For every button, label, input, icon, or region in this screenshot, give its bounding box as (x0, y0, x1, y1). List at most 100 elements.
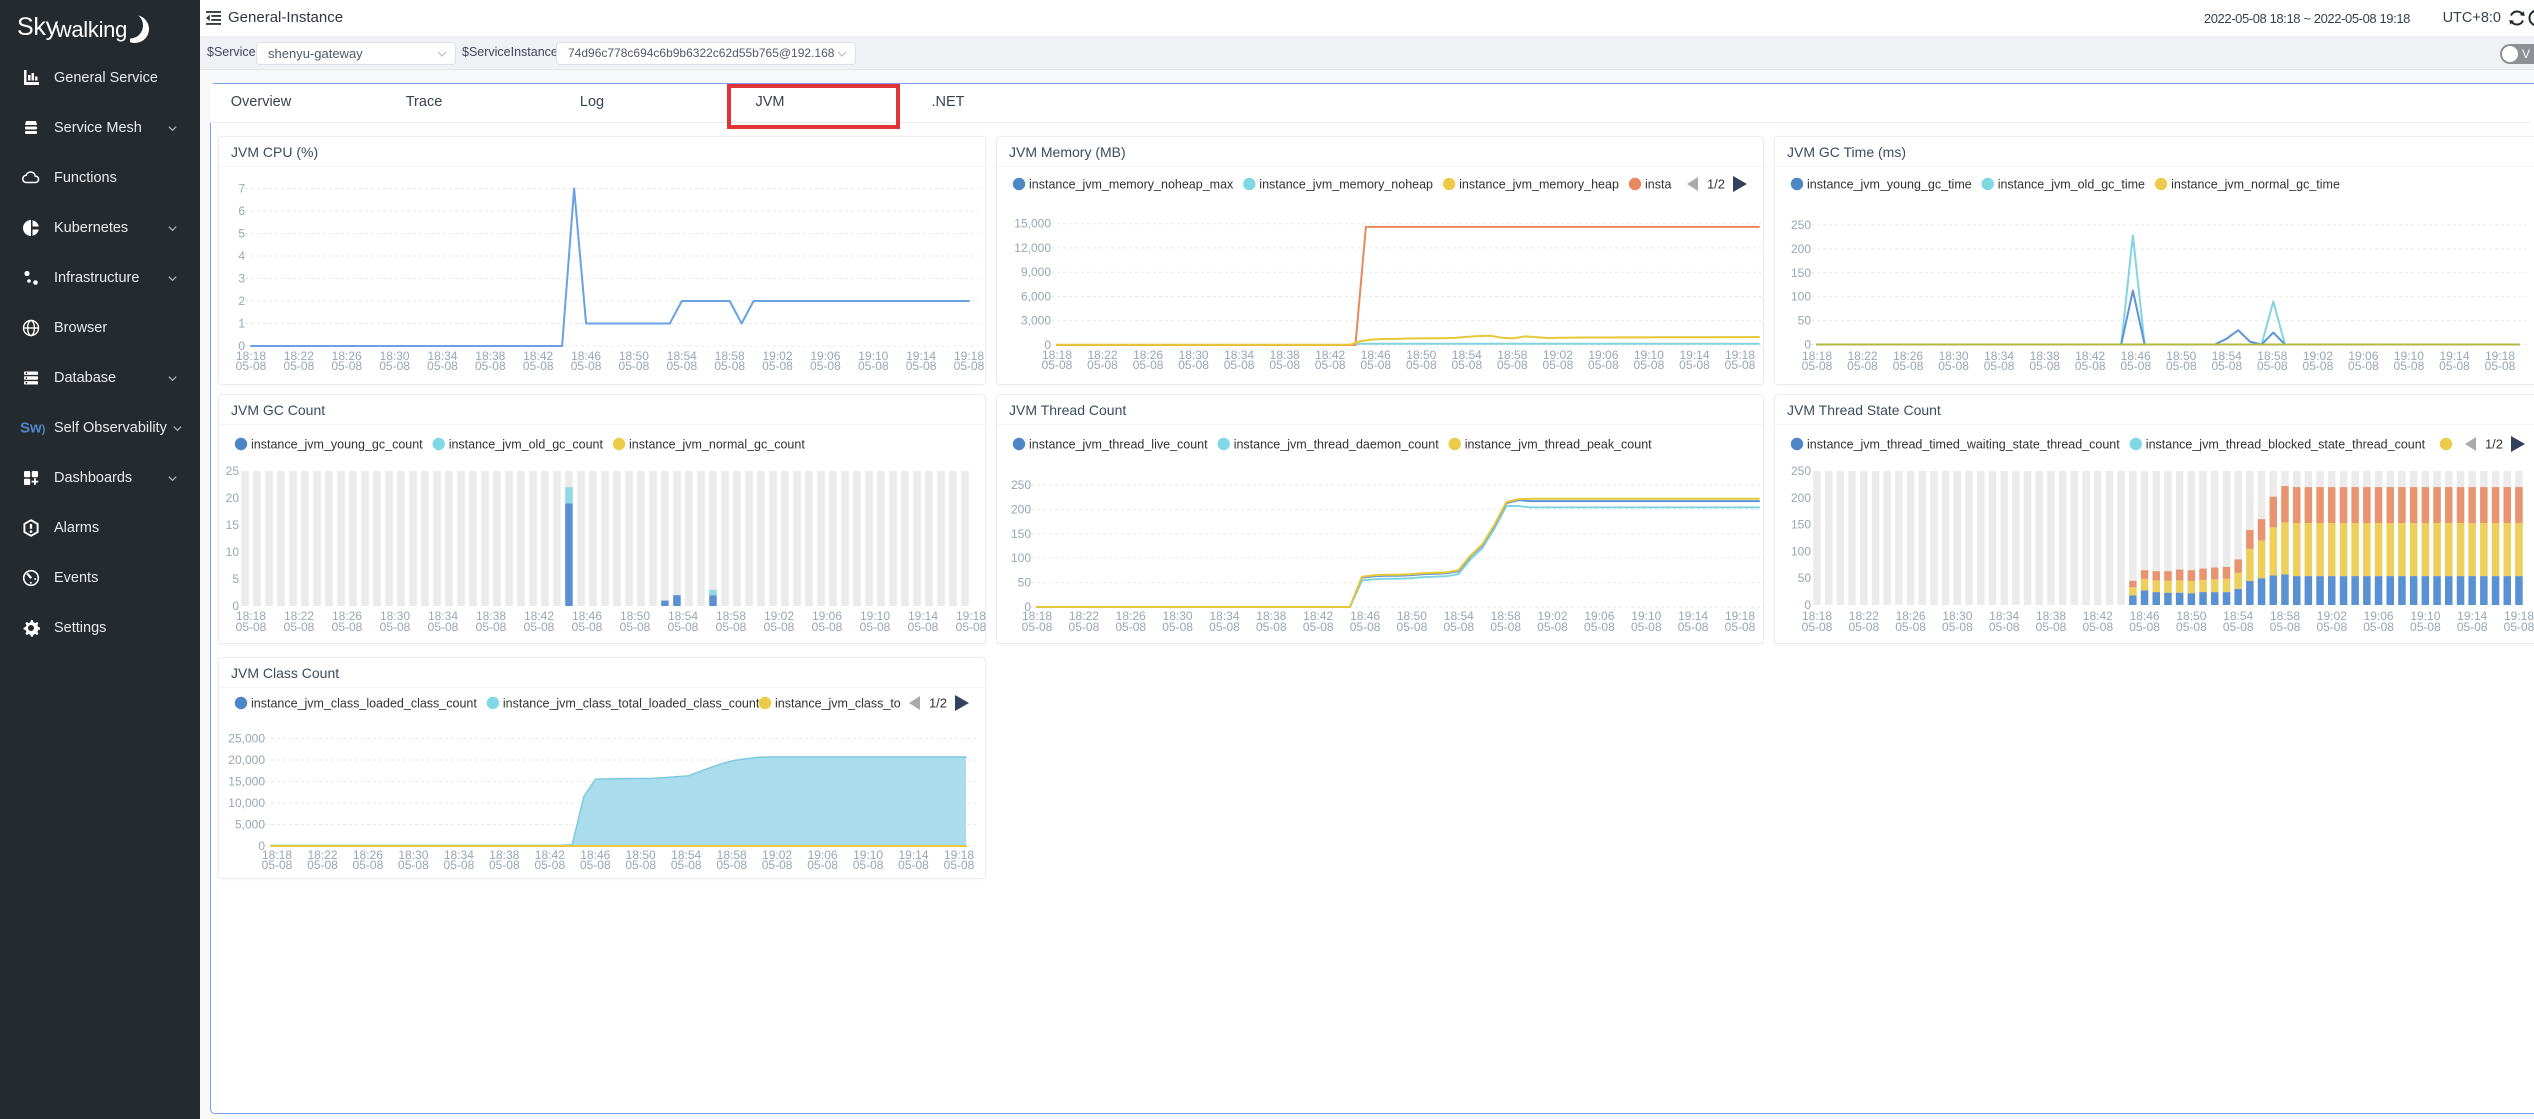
svg-text:19:02: 19:02 (2303, 349, 2333, 363)
svg-text:instance_jvm_young_gc_time: instance_jvm_young_gc_time (1807, 178, 1972, 192)
svg-text:18:26: 18:26 (1133, 348, 1163, 362)
svg-text:05-08: 05-08 (1451, 358, 1482, 372)
svg-text:instance_jvm_class_total_loade: instance_jvm_class_total_loaded_class_co… (503, 697, 760, 711)
svg-text:05-08: 05-08 (2303, 359, 2334, 373)
svg-text:18:54: 18:54 (671, 848, 701, 862)
svg-text:19:06: 19:06 (1584, 609, 1614, 623)
svg-text:05-08: 05-08 (1406, 358, 1437, 372)
svg-text:18:30: 18:30 (398, 848, 428, 862)
svg-text:05-08: 05-08 (1847, 359, 1878, 373)
svg-text:0: 0 (258, 839, 265, 853)
svg-text:05-08: 05-08 (1679, 358, 1710, 372)
svg-text:19:14: 19:14 (2457, 609, 2487, 623)
svg-text:19:14: 19:14 (906, 349, 936, 363)
svg-text:1/2: 1/2 (1707, 177, 1725, 192)
svg-text:18:18: 18:18 (1802, 349, 1832, 363)
svg-text:05-08: 05-08 (2316, 620, 2347, 634)
svg-text:05-08: 05-08 (1443, 620, 1474, 634)
svg-text:12,000: 12,000 (1014, 241, 1051, 255)
svg-text:05-08: 05-08 (858, 359, 889, 373)
svg-text:05-08: 05-08 (1087, 358, 1118, 372)
svg-text:05-08: 05-08 (427, 359, 458, 373)
svg-text:05-08: 05-08 (898, 858, 929, 872)
svg-text:0: 0 (238, 339, 245, 353)
svg-text:18:18: 18:18 (1022, 609, 1052, 623)
svg-text:18:26: 18:26 (1116, 609, 1146, 623)
svg-text:05-08: 05-08 (1848, 620, 1879, 634)
svg-text:instance_jvm_memory_noheap_max: instance_jvm_memory_noheap_max (1029, 178, 1234, 192)
svg-text:05-08: 05-08 (1133, 358, 1164, 372)
svg-text:05-08: 05-08 (2120, 359, 2151, 373)
svg-text:05-08: 05-08 (954, 359, 985, 373)
svg-text:18:50: 18:50 (1406, 348, 1436, 362)
svg-text:25: 25 (226, 464, 240, 478)
svg-text:4: 4 (238, 249, 245, 263)
svg-text:18:34: 18:34 (427, 349, 457, 363)
svg-text:05-08: 05-08 (2211, 359, 2242, 373)
svg-text:18:38: 18:38 (2030, 349, 2060, 363)
svg-text:18:54: 18:54 (1444, 609, 1474, 623)
svg-text:100: 100 (1791, 290, 1811, 304)
svg-text:18:26: 18:26 (332, 609, 362, 623)
svg-text:0: 0 (1804, 338, 1811, 352)
svg-text:18:58: 18:58 (1491, 609, 1521, 623)
svg-text:18:58: 18:58 (716, 609, 746, 623)
svg-text:05-08: 05-08 (956, 620, 987, 634)
svg-text:05-08: 05-08 (380, 620, 411, 634)
svg-text:05-08: 05-08 (716, 620, 747, 634)
svg-text:250: 250 (1791, 464, 1811, 478)
svg-text:18:58: 18:58 (717, 848, 747, 862)
svg-text:6,000: 6,000 (1021, 290, 1051, 304)
svg-text:3,000: 3,000 (1021, 314, 1051, 328)
svg-text:18:22: 18:22 (284, 349, 314, 363)
svg-text:05-08: 05-08 (1938, 359, 1969, 373)
svg-text:instance_jvm_thread_timed_wait: instance_jvm_thread_timed_waiting_state_… (1807, 438, 2120, 452)
svg-text:1/2: 1/2 (2485, 437, 2503, 452)
svg-text:05-08: 05-08 (1678, 620, 1709, 634)
svg-text:05-08: 05-08 (1162, 620, 1193, 634)
svg-text:05-08: 05-08 (284, 620, 315, 634)
svg-text:05-08: 05-08 (236, 620, 267, 634)
svg-text:18:22: 18:22 (1087, 348, 1117, 362)
svg-text:6: 6 (238, 204, 245, 218)
svg-text:instance_jvm_old_gc_count: instance_jvm_old_gc_count (449, 438, 604, 452)
svg-text:05-08: 05-08 (1802, 359, 1833, 373)
svg-text:19:10: 19:10 (2394, 349, 2424, 363)
svg-text:05-08: 05-08 (534, 858, 565, 872)
svg-text:05-08: 05-08 (1725, 620, 1756, 634)
svg-text:19:18: 19:18 (2504, 609, 2534, 623)
svg-text:18:30: 18:30 (380, 609, 410, 623)
svg-text:19:18: 19:18 (1725, 609, 1755, 623)
svg-text:05-08: 05-08 (908, 620, 939, 634)
svg-text:18:22: 18:22 (284, 609, 314, 623)
svg-text:15,000: 15,000 (1014, 217, 1051, 231)
svg-text:05-08: 05-08 (2223, 620, 2254, 634)
svg-text:05-08: 05-08 (625, 858, 656, 872)
svg-text:05-08: 05-08 (860, 620, 891, 634)
svg-text:19:14: 19:14 (898, 848, 928, 862)
svg-text:19:10: 19:10 (1634, 348, 1664, 362)
svg-text:05-08: 05-08 (2075, 359, 2106, 373)
svg-text:18:34: 18:34 (428, 609, 458, 623)
svg-text:18:30: 18:30 (1942, 609, 1972, 623)
svg-text:insta: insta (1645, 178, 1671, 192)
svg-text:19:02: 19:02 (762, 349, 792, 363)
svg-text:05-08: 05-08 (353, 858, 384, 872)
svg-text:05-08: 05-08 (812, 620, 843, 634)
svg-text:05-08: 05-08 (671, 858, 702, 872)
svg-text:18:38: 18:38 (489, 848, 519, 862)
svg-text:19:02: 19:02 (764, 609, 794, 623)
svg-text:05-08: 05-08 (2176, 620, 2207, 634)
svg-text:05-08: 05-08 (2270, 620, 2301, 634)
svg-text:18:38: 18:38 (1256, 609, 1286, 623)
svg-text:18:46: 18:46 (2130, 609, 2160, 623)
svg-text:19:10: 19:10 (860, 609, 890, 623)
svg-text:05-08: 05-08 (810, 359, 841, 373)
svg-text:150: 150 (1791, 518, 1811, 532)
svg-text:05-08: 05-08 (572, 620, 603, 634)
svg-text:18:42: 18:42 (1303, 609, 1333, 623)
svg-text:05-08: 05-08 (1069, 620, 1100, 634)
svg-text:15,000: 15,000 (228, 775, 265, 789)
svg-text:18:18: 18:18 (1802, 609, 1832, 623)
svg-text:instance_jvm_thread_daemon_cou: instance_jvm_thread_daemon_count (1234, 438, 1440, 452)
